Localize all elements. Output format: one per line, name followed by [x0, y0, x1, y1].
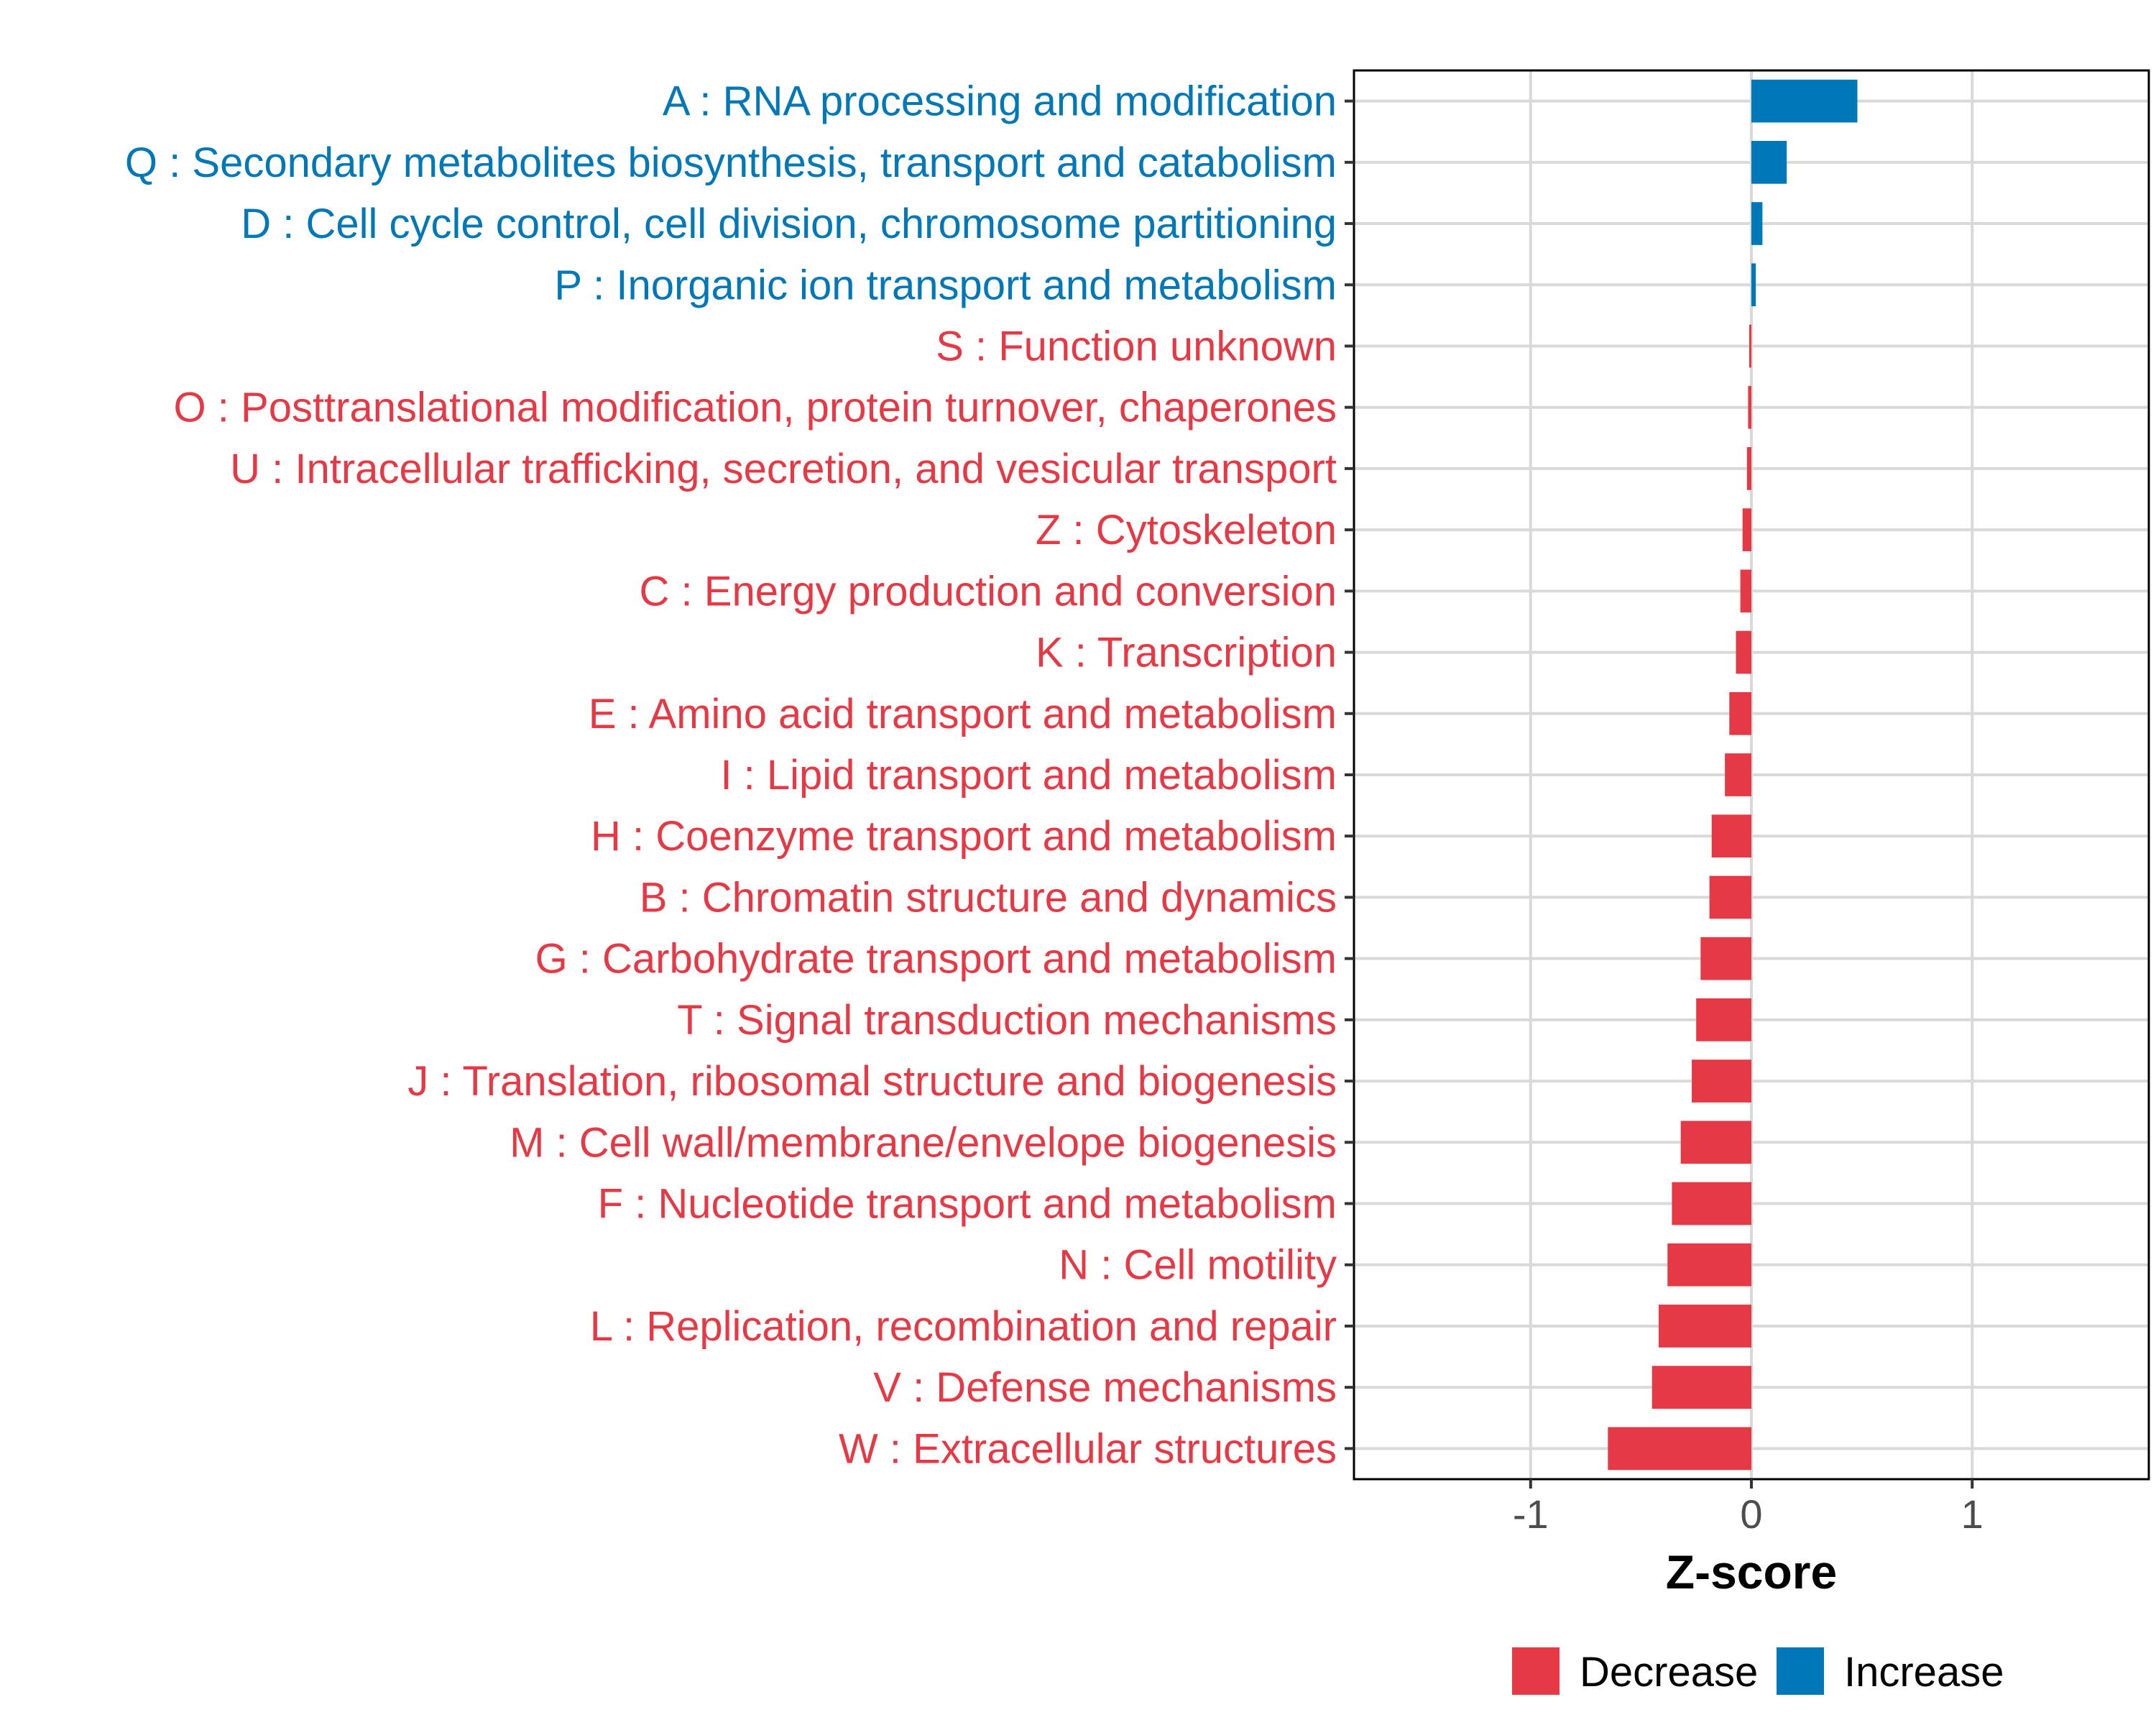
x-axis-tick-labels: -1 0 1: [1513, 1491, 1984, 1537]
x-tick-label: 1: [1961, 1491, 1984, 1537]
category-label: N : Cell motility: [1059, 1242, 1337, 1289]
category-label: V : Defense mechanisms: [873, 1364, 1337, 1411]
bar: [1751, 263, 1756, 307]
x-axis-title: Z-score: [1666, 1545, 1837, 1598]
bar: [1700, 937, 1751, 980]
bar: [1692, 1059, 1751, 1103]
bar: [1658, 1305, 1751, 1348]
bar: [1729, 691, 1751, 735]
bar: [1751, 79, 1858, 123]
category-label: W : Extracellular structures: [839, 1425, 1337, 1472]
bar: [1746, 447, 1751, 490]
bar: [1748, 385, 1751, 429]
bar: [1672, 1182, 1751, 1225]
category-label: H : Coenzyme transport and metabolism: [591, 813, 1337, 860]
legend-label: Increase: [1844, 1649, 2004, 1696]
category-label: L : Replication, recombination and repai…: [590, 1303, 1337, 1350]
bar: [1711, 814, 1751, 858]
category-label: U : Intracellular trafficking, secretion…: [230, 446, 1337, 492]
y-axis-ticks: [1345, 99, 1354, 1450]
category-label: I : Lipid transport and metabolism: [720, 752, 1337, 799]
category-label: D : Cell cycle control, cell division, c…: [241, 201, 1337, 247]
bar: [1696, 998, 1751, 1041]
category-label: O : Posttranslational modification, prot…: [174, 385, 1337, 431]
legend-swatch: [1512, 1647, 1560, 1695]
category-label: E : Amino acid transport and metabolism: [589, 691, 1337, 737]
bar: [1667, 1243, 1751, 1287]
category-label: Z : Cytoskeleton: [1036, 507, 1337, 553]
category-label: F : Nucleotide transport and metabolism: [598, 1181, 1337, 1228]
x-tick-label: 0: [1740, 1491, 1762, 1537]
category-label: Q : Secondary metabolites biosynthesis, …: [125, 139, 1337, 186]
category-label: C : Energy production and conversion: [640, 568, 1337, 615]
category-label: T : Signal transduction mechanisms: [677, 997, 1337, 1044]
bar: [1608, 1427, 1751, 1471]
legend-label: Decrease: [1580, 1649, 1758, 1696]
legend: Decrease Increase: [1512, 1647, 2004, 1696]
bar: [1742, 508, 1751, 551]
bars: [1608, 79, 1858, 1471]
category-label: S : Function unknown: [936, 323, 1337, 369]
category-label: G : Carbohydrate transport and metabolis…: [535, 936, 1337, 983]
category-label: M : Cell wall/membrane/envelope biogenes…: [510, 1119, 1337, 1166]
bar: [1740, 569, 1751, 613]
category-label: P : Inorganic ion transport and metaboli…: [554, 262, 1337, 308]
bar: [1651, 1366, 1751, 1409]
category-label: A : RNA processing and modification: [663, 78, 1337, 125]
x-axis-ticks: [1529, 1479, 1974, 1489]
x-tick-label: -1: [1513, 1491, 1549, 1537]
category-label: J : Translation, ribosomal structure and…: [407, 1058, 1337, 1105]
bar: [1736, 630, 1751, 674]
bar: [1751, 202, 1763, 245]
bar: [1709, 875, 1751, 919]
bar: [1680, 1121, 1751, 1164]
category-label: K : Transcription: [1036, 630, 1337, 676]
bar: [1749, 324, 1751, 368]
bar: [1751, 141, 1787, 184]
category-label: B : Chromatin structure and dynamics: [640, 874, 1337, 921]
bar: [1725, 753, 1751, 796]
legend-swatch: [1777, 1647, 1824, 1695]
y-axis-category-labels: A : RNA processing and modification Q : S…: [125, 78, 1337, 1473]
